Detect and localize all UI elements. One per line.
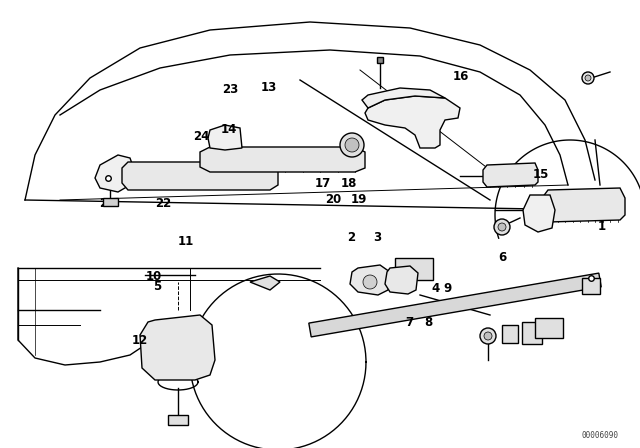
- Polygon shape: [95, 155, 135, 192]
- Text: 4: 4: [431, 282, 439, 296]
- Circle shape: [582, 72, 594, 84]
- Circle shape: [480, 328, 496, 344]
- Polygon shape: [122, 162, 278, 190]
- Polygon shape: [350, 265, 390, 295]
- Polygon shape: [483, 163, 538, 187]
- Polygon shape: [523, 195, 555, 232]
- FancyBboxPatch shape: [502, 325, 518, 343]
- Circle shape: [484, 332, 492, 340]
- Circle shape: [345, 138, 359, 152]
- Circle shape: [585, 75, 591, 81]
- FancyBboxPatch shape: [103, 198, 118, 206]
- Text: 9: 9: [444, 282, 452, 296]
- FancyBboxPatch shape: [168, 415, 188, 425]
- Polygon shape: [208, 125, 242, 150]
- Text: 8: 8: [425, 316, 433, 329]
- FancyBboxPatch shape: [395, 258, 433, 280]
- Text: 7: 7: [406, 316, 413, 329]
- Text: 3: 3: [374, 231, 381, 244]
- Polygon shape: [385, 266, 418, 294]
- Circle shape: [340, 133, 364, 157]
- Text: 20: 20: [324, 193, 341, 206]
- Circle shape: [494, 219, 510, 235]
- FancyBboxPatch shape: [582, 278, 600, 294]
- Text: 00006090: 00006090: [582, 431, 618, 439]
- FancyBboxPatch shape: [522, 322, 542, 344]
- Text: 11: 11: [177, 235, 194, 249]
- Polygon shape: [140, 315, 215, 380]
- Text: 1: 1: [598, 220, 605, 233]
- Text: 10: 10: [145, 270, 162, 284]
- Polygon shape: [200, 147, 365, 172]
- Circle shape: [498, 223, 506, 231]
- Text: 17: 17: [315, 177, 332, 190]
- Text: 24: 24: [193, 130, 210, 143]
- Text: 21: 21: [99, 197, 116, 211]
- Text: 5: 5: [153, 280, 161, 293]
- Text: 14: 14: [221, 123, 237, 137]
- Polygon shape: [542, 188, 625, 222]
- Text: 23: 23: [222, 83, 239, 96]
- Text: 22: 22: [155, 197, 172, 211]
- Text: 6: 6: [499, 251, 506, 264]
- Text: 15: 15: [532, 168, 549, 181]
- Polygon shape: [250, 276, 280, 290]
- Text: 13: 13: [260, 81, 277, 94]
- Polygon shape: [309, 273, 601, 337]
- FancyBboxPatch shape: [535, 318, 563, 338]
- Circle shape: [363, 275, 377, 289]
- Polygon shape: [362, 88, 445, 108]
- Polygon shape: [365, 96, 460, 148]
- Text: 18: 18: [340, 177, 357, 190]
- Text: 12: 12: [131, 334, 148, 347]
- Text: 16: 16: [452, 69, 469, 83]
- Text: 19: 19: [350, 193, 367, 206]
- Text: 2: 2: [347, 231, 355, 244]
